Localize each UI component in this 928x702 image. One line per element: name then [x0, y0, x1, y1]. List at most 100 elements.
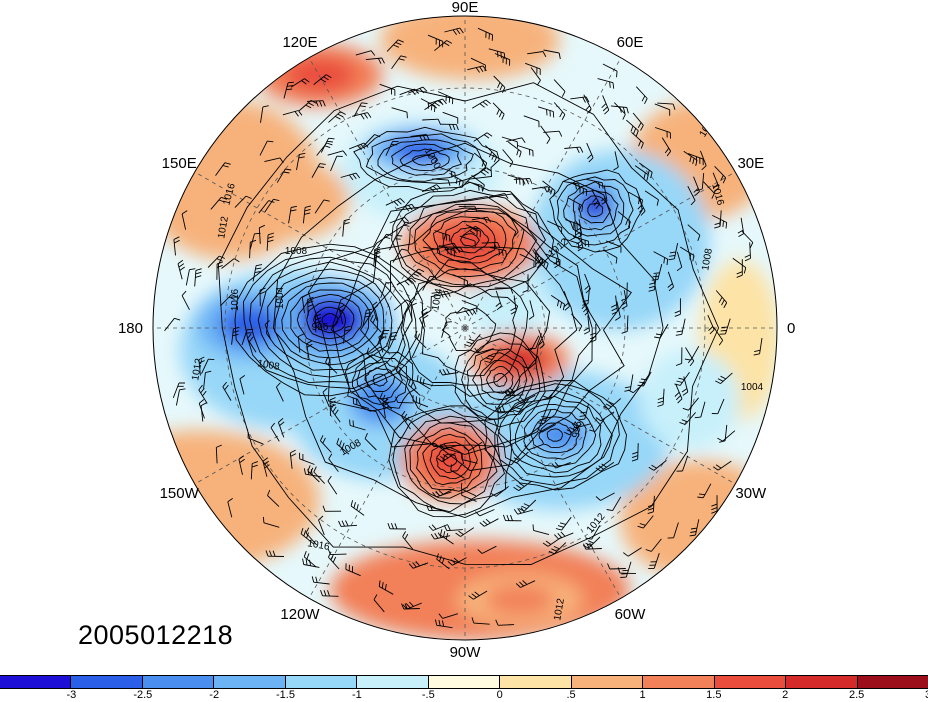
wind-barb [607, 563, 626, 570]
wind-barb [602, 249, 618, 264]
isobar [479, 360, 521, 400]
wind-barb [532, 524, 550, 536]
isobar [429, 441, 471, 480]
wind-barb [436, 553, 450, 570]
wind-barb [352, 397, 370, 410]
wind-barb [440, 443, 460, 450]
wind-barb [645, 538, 662, 552]
isobar [484, 380, 627, 491]
longitude-label: 0 [787, 320, 795, 337]
wind-barb [456, 308, 477, 317]
wind-barb [668, 243, 679, 261]
wind-barb [266, 232, 275, 251]
colorbar-box [357, 676, 429, 688]
colorbar-tick-label: 2.5 [848, 689, 865, 701]
wind-barb [676, 455, 689, 472]
wind-barb [328, 453, 339, 472]
wind-barb [421, 307, 429, 328]
isobar [416, 427, 483, 492]
wind-barb [547, 220, 563, 234]
wind-barb [493, 75, 506, 93]
wind-barb [289, 449, 297, 469]
colorbar-box [857, 676, 928, 688]
wind-barb [408, 561, 429, 569]
isobar [486, 365, 514, 394]
contour-label: 996 [571, 420, 585, 439]
wind-barb [376, 233, 393, 248]
wind-barb [444, 246, 464, 254]
wind-barb [571, 182, 588, 196]
colorbar-labels: -3 -2.5 -2 -1.5 -1 -.5 0 .5 1 1.5 2 2.5 3 [0, 689, 928, 702]
wind-barb [696, 173, 705, 192]
wind-barb [210, 196, 228, 210]
wind-barb [513, 480, 532, 491]
wind-barb [177, 259, 185, 280]
wind-barb [528, 300, 535, 320]
isobar [307, 193, 632, 471]
wind-barb [703, 181, 715, 199]
wind-barb [674, 383, 683, 404]
wind-barb [423, 246, 441, 256]
wind-barb [543, 130, 563, 137]
meridian-line [308, 57, 466, 329]
wind-barb [473, 152, 488, 169]
wind-barb [515, 580, 536, 588]
wind-barb [306, 340, 313, 360]
isobar [392, 408, 506, 513]
wind-barb [437, 91, 454, 105]
isobar [442, 220, 496, 260]
isobar [563, 181, 625, 237]
wind-barb [290, 78, 310, 88]
wind-barb [586, 178, 604, 189]
wind-barb [216, 261, 223, 280]
wind-barb [623, 547, 642, 557]
wind-barb [391, 107, 408, 119]
isobar [409, 422, 494, 499]
colorbar-box [714, 676, 787, 688]
isobar [556, 176, 634, 246]
wind-barb [440, 529, 454, 545]
wind-barb [378, 580, 394, 595]
colorbar-box [0, 676, 72, 688]
wind-barb [330, 155, 343, 172]
wind-barb [455, 527, 475, 537]
isobar [290, 289, 371, 352]
parallel-circle [384, 247, 546, 409]
wind-barb [164, 317, 181, 332]
wind-barb [578, 403, 590, 421]
wind-barb [590, 323, 597, 343]
colorbar-box [428, 676, 501, 688]
wind-barb [402, 531, 413, 550]
wind-barb [712, 460, 732, 471]
isobar [433, 216, 507, 264]
wind-barb [679, 412, 696, 425]
wind-barb [675, 347, 683, 366]
wind-barb [302, 558, 320, 568]
wind-barb [631, 131, 644, 149]
wind-barb [299, 452, 315, 465]
wind-barb [402, 601, 422, 610]
wind-barb [438, 613, 459, 619]
wind-barb [466, 180, 483, 192]
wind-barb [605, 240, 622, 253]
wind-barb [322, 387, 330, 408]
wind-barb [389, 235, 403, 251]
wind-barb [207, 255, 225, 268]
wind-barb [667, 522, 679, 539]
wind-barb [525, 335, 540, 351]
colorbar-tick-label: 1 [639, 689, 646, 701]
contour-label: 1004 [741, 382, 764, 393]
wind-barb [322, 505, 342, 512]
isobar [436, 446, 465, 473]
wind-barb [667, 271, 675, 292]
isobar [397, 259, 551, 397]
isobar [249, 256, 413, 384]
wind-barb [489, 246, 508, 257]
wind-barb [736, 259, 743, 278]
wind-barb [311, 576, 330, 585]
wind-barb [676, 251, 683, 272]
wind-barb [538, 408, 552, 424]
wind-barb [675, 318, 686, 336]
meridian-line [308, 327, 466, 599]
longitude-label: 30W [735, 485, 767, 502]
